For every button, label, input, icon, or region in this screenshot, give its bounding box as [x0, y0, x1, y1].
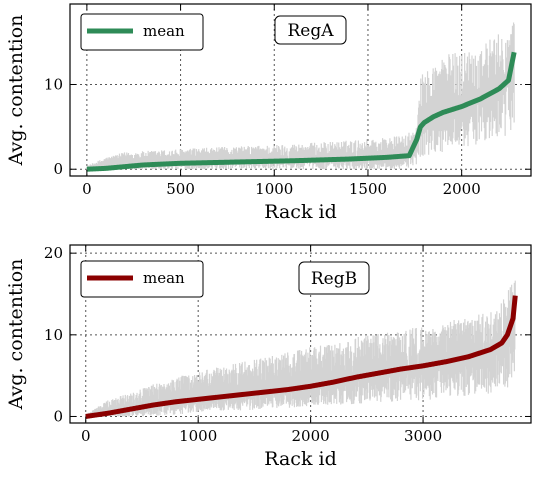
axes-frame	[69, 244, 532, 424]
plot-area	[85, 22, 517, 172]
y-tick-label: 10	[44, 75, 63, 93]
panel-regb: 0 1000 2000 3000 0 10 20 Rack id Avg. contention…	[5, 244, 532, 470]
mean-line	[85, 51, 517, 172]
legend-box	[80, 13, 204, 51]
y-tick-label: 10	[44, 326, 63, 344]
panel-title: RegB	[311, 269, 357, 289]
panel-rega: 0 500 1000 1500 2000 0 10 Rack id Avg. contentio…	[5, 3, 532, 223]
x-tick-label: 1500	[349, 180, 387, 198]
legend-box	[80, 260, 204, 298]
y-axis-label: Avg. contention	[5, 259, 27, 411]
panel-title-box	[298, 261, 370, 295]
x-axis-label: Rack id	[264, 201, 337, 223]
x-tick-label: 1000	[255, 180, 293, 198]
legend-label: mean	[143, 269, 185, 287]
y-tick-label: 0	[53, 407, 63, 425]
axes-frame	[69, 3, 532, 177]
x-tick-label: 2000	[443, 180, 481, 198]
x-tick-label: 1000	[179, 427, 217, 445]
y-axis-label: Avg. contention	[5, 15, 27, 167]
x-tick-label: 0	[82, 180, 92, 198]
x-tick-label: 2000	[292, 427, 330, 445]
x-tick-label: 500	[166, 180, 195, 198]
x-tick-label: 3000	[404, 427, 442, 445]
legend-label: mean	[143, 22, 185, 40]
grid	[70, 245, 531, 423]
x-tick-label: 0	[81, 427, 91, 445]
x-axis-label: Rack id	[264, 448, 337, 470]
panel-title: RegA	[287, 21, 334, 41]
y-tick-label: 0	[53, 160, 63, 178]
rack-contention-band	[85, 280, 516, 417]
panel-title-box	[274, 15, 347, 45]
plot-area	[83, 280, 518, 419]
mean-line	[83, 295, 518, 419]
y-tick-label: 20	[44, 244, 63, 262]
